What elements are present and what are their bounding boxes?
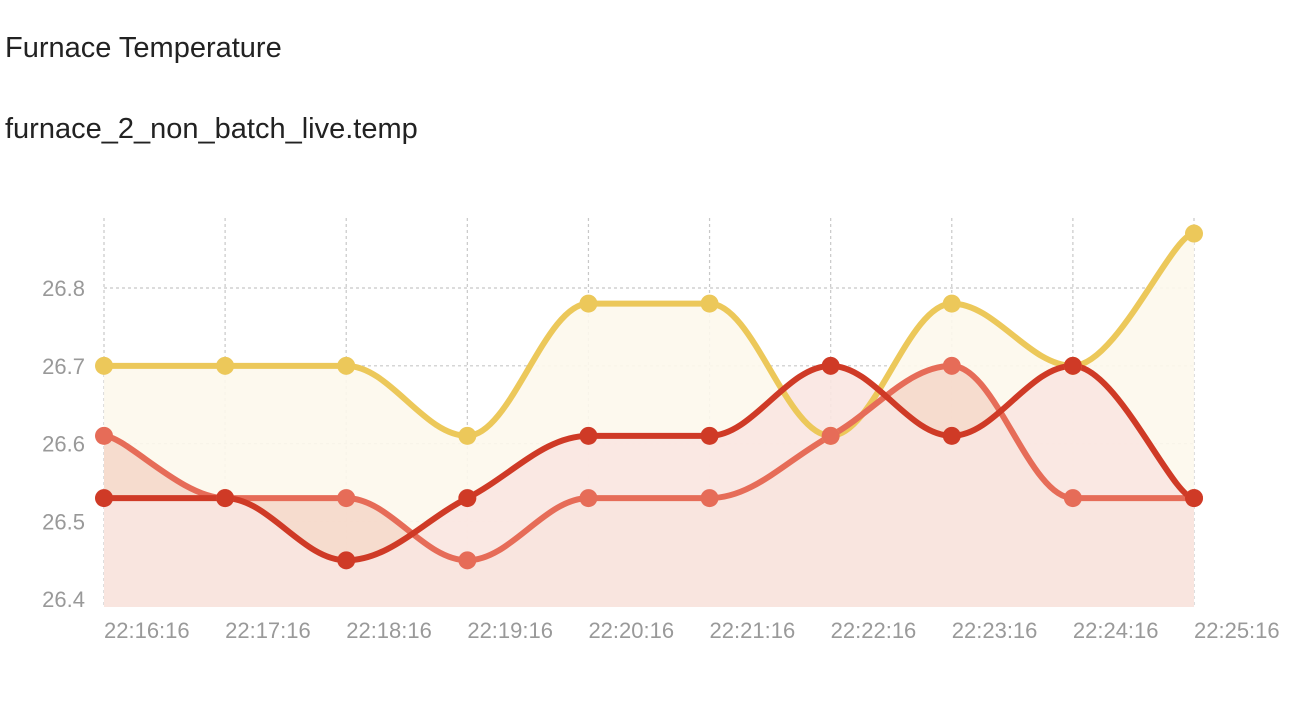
x-tick-label: 22:21:16 xyxy=(710,618,796,643)
series-2-point xyxy=(579,426,598,445)
series-1-point xyxy=(942,356,961,375)
series-1-line xyxy=(101,362,1197,564)
y-tick-label: 26.7 xyxy=(42,354,85,379)
x-tick-label: 22:22:16 xyxy=(831,618,917,643)
series-areas xyxy=(104,233,1194,607)
series-2-point xyxy=(942,426,961,445)
chart-subtitle: furnace_2_non_batch_live.temp xyxy=(5,113,418,145)
x-tick-label: 22:18:16 xyxy=(346,618,432,643)
x-tick-label: 22:23:16 xyxy=(952,618,1038,643)
series-2-point xyxy=(337,551,356,570)
series-2-point xyxy=(821,356,840,375)
x-tick-label: 22:24:16 xyxy=(1073,618,1159,643)
series-points xyxy=(95,224,1203,570)
series-0-point xyxy=(579,294,598,313)
x-tick-label: 22:17:16 xyxy=(225,618,311,643)
series-1-point xyxy=(458,551,477,570)
y-tick-label: 26.8 xyxy=(42,276,85,301)
series-0-point xyxy=(700,294,719,313)
x-tick-label: 22:19:16 xyxy=(467,618,553,643)
series-0-point xyxy=(1185,224,1203,243)
chart-title: Furnace Temperature xyxy=(5,32,282,64)
series-0-point xyxy=(942,294,961,313)
series-1-point xyxy=(579,489,598,508)
series-0-point xyxy=(216,356,235,375)
series-1-point xyxy=(1063,489,1082,508)
series-1-point xyxy=(700,489,719,508)
y-tick-label: 26.5 xyxy=(42,509,85,534)
series-2-point xyxy=(458,489,477,508)
series-1-point xyxy=(95,426,113,445)
series-0-point xyxy=(337,356,356,375)
x-axis-ticks: 22:16:16 22:17:16 22:18:16 22:19:16 22:20:16… xyxy=(104,618,1280,643)
series-2-point xyxy=(216,489,235,508)
series-2-point xyxy=(700,426,719,445)
x-tick-label: 22:20:16 xyxy=(588,618,674,643)
series-1-point xyxy=(337,489,356,508)
x-tick-label: 22:16:16 xyxy=(104,618,190,643)
y-tick-label: 26.6 xyxy=(42,432,85,457)
y-axis-ticks: 26.4 26.5 26.6 26.7 26.8 xyxy=(42,276,85,612)
series-0-point xyxy=(95,356,113,375)
series-lines xyxy=(101,230,1197,564)
series-2-point xyxy=(1185,489,1203,508)
series-1-point xyxy=(821,426,840,445)
series-0-point xyxy=(458,426,477,445)
series-2-point xyxy=(1063,356,1082,375)
y-tick-label: 26.4 xyxy=(42,587,85,612)
series-2-point xyxy=(95,489,113,508)
series-2-line xyxy=(101,362,1197,564)
x-tick-label: 22:25:16 xyxy=(1194,618,1280,643)
series-0-line xyxy=(101,230,1197,439)
